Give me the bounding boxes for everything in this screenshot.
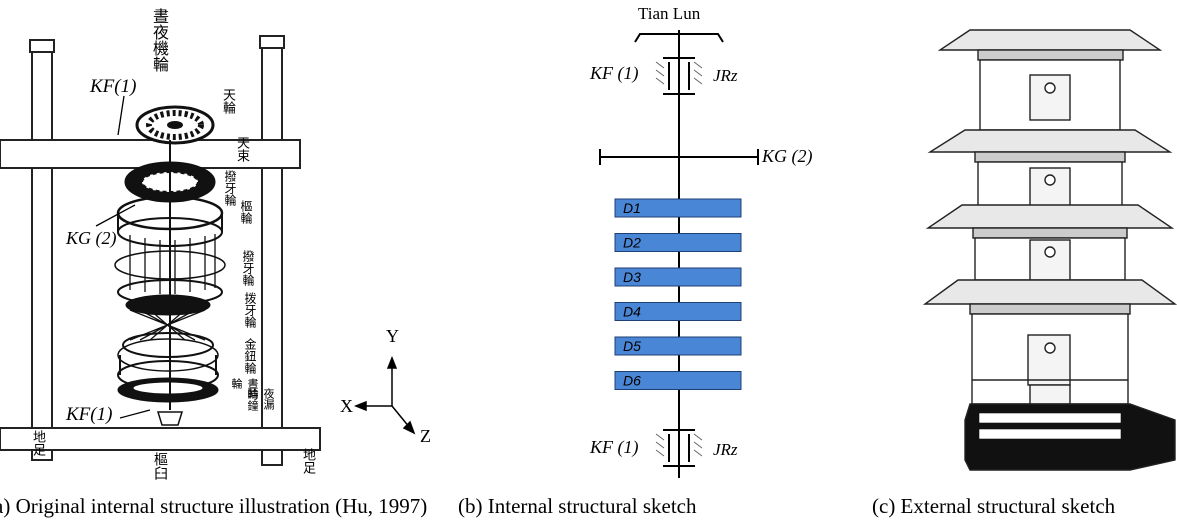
- left-post: [31, 49, 53, 461]
- label-jrz-top: JRz: [713, 66, 738, 85]
- tian-wheel: [135, 105, 215, 145]
- chinese-label-left-foot: 地足: [30, 430, 45, 456]
- pagoda-tier-3: [974, 237, 1126, 281]
- disk-d5: [614, 336, 742, 356]
- tian-lun-bar: [634, 33, 724, 43]
- disk-d3: [614, 267, 742, 287]
- axis-label-x: X: [340, 396, 353, 416]
- panel-external-sketch: (c) External structural sketch: [830, 0, 1177, 529]
- disk-label-d5: D5: [623, 338, 641, 354]
- chinese-side-label-6: 晝時鐘輪: [230, 378, 259, 411]
- panel-original-illustration: 晝夜機輪 天輪 天束 地足 樞臼 地足 撥牙輪 樞輪 撥牙輪 拨牙輪 金鈕輪 晝…: [0, 0, 450, 529]
- internal-drum: [114, 140, 226, 426]
- caption-b: (b) Internal structural sketch: [458, 494, 697, 518]
- original-illustration-drawing: [0, 35, 416, 466]
- label-kf-bottom: KF(1): [66, 404, 113, 425]
- disk-stack: D1 D2 D3 D4 D5 D6: [614, 198, 742, 390]
- axis-label-y: Y: [386, 326, 399, 346]
- disk-label-d2: D2: [623, 235, 641, 251]
- pagoda-drawing: [922, 29, 1177, 471]
- chinese-side-labels: 撥牙輪 樞輪 撥牙輪 拨牙輪 金鈕輪 晝時鐘輪 夜漏輪: [222, 170, 275, 420]
- disk-label-d3: D3: [623, 269, 641, 285]
- disk-label-d1: D1: [623, 200, 641, 216]
- chinese-label-beam: 天束: [234, 136, 249, 162]
- panel-internal-sketch: D1 D2 D3 D4 D5 D6 Tian Lun KF (1) JRz KG (2) …: [450, 0, 830, 529]
- label-kf-top-b: KF (1): [590, 63, 639, 83]
- chinese-label-pivot: 樞臼: [152, 452, 168, 480]
- leader-kg: [95, 204, 136, 227]
- disk-d2: [614, 233, 742, 252]
- pagoda-tier-1: [979, 59, 1121, 131]
- chinese-side-label-1: 撥牙輪: [223, 170, 237, 206]
- chinese-title: 晝夜機輪: [150, 8, 169, 72]
- chinese-side-label-5: 金鈕輪: [243, 338, 257, 374]
- label-tian-lun: Tian Lun: [638, 4, 701, 23]
- pagoda-tier-4: [971, 313, 1129, 405]
- bearing-top: [655, 57, 703, 95]
- chinese-side-label-7: 夜漏輪: [246, 388, 275, 410]
- pagoda-roof-3: [925, 204, 1175, 239]
- post-cap-left: [29, 39, 55, 53]
- leader-kf-top: [117, 95, 125, 136]
- axis-label-z: Z: [420, 426, 431, 446]
- chinese-side-label-3: 撥牙輪: [241, 250, 255, 286]
- disk-d4: [614, 302, 742, 321]
- label-kg-b: KG (2): [762, 146, 813, 166]
- bearing-bottom: [655, 429, 703, 467]
- internal-sketch-drawing: D1 D2 D3 D4 D5 D6: [599, 30, 759, 478]
- label-kg: KG (2): [66, 228, 117, 248]
- disk-d6: [614, 371, 742, 390]
- pagoda-base: [964, 403, 1176, 471]
- pagoda-roof-1: [937, 29, 1163, 61]
- label-jrz-bottom: JRz: [713, 440, 738, 459]
- caption-c: (c) External structural sketch: [872, 494, 1116, 518]
- pagoda-roof-2: [927, 129, 1173, 163]
- post-cap-right: [259, 35, 285, 49]
- chinese-side-label-2: 樞輪: [239, 200, 253, 224]
- disk-label-d6: D6: [623, 373, 641, 389]
- pagoda-roof-4: [922, 279, 1177, 315]
- label-kf-bottom-b: KF (1): [590, 437, 639, 457]
- label-kf-top: KF(1): [90, 76, 137, 97]
- bottom-crossbeam: [0, 427, 321, 451]
- chinese-side-label-4: 拨牙輪: [243, 292, 257, 328]
- chinese-label-tian-wheel: 天輪: [220, 88, 235, 114]
- leader-kf-bottom: [119, 409, 151, 419]
- disk-label-d4: D4: [623, 304, 641, 320]
- chinese-label-right-foot: 地足: [300, 448, 315, 474]
- disk-d1: [614, 198, 742, 218]
- axis-triad: [353, 355, 416, 435]
- caption-a: a) Original internal structure illustrat…: [0, 494, 428, 518]
